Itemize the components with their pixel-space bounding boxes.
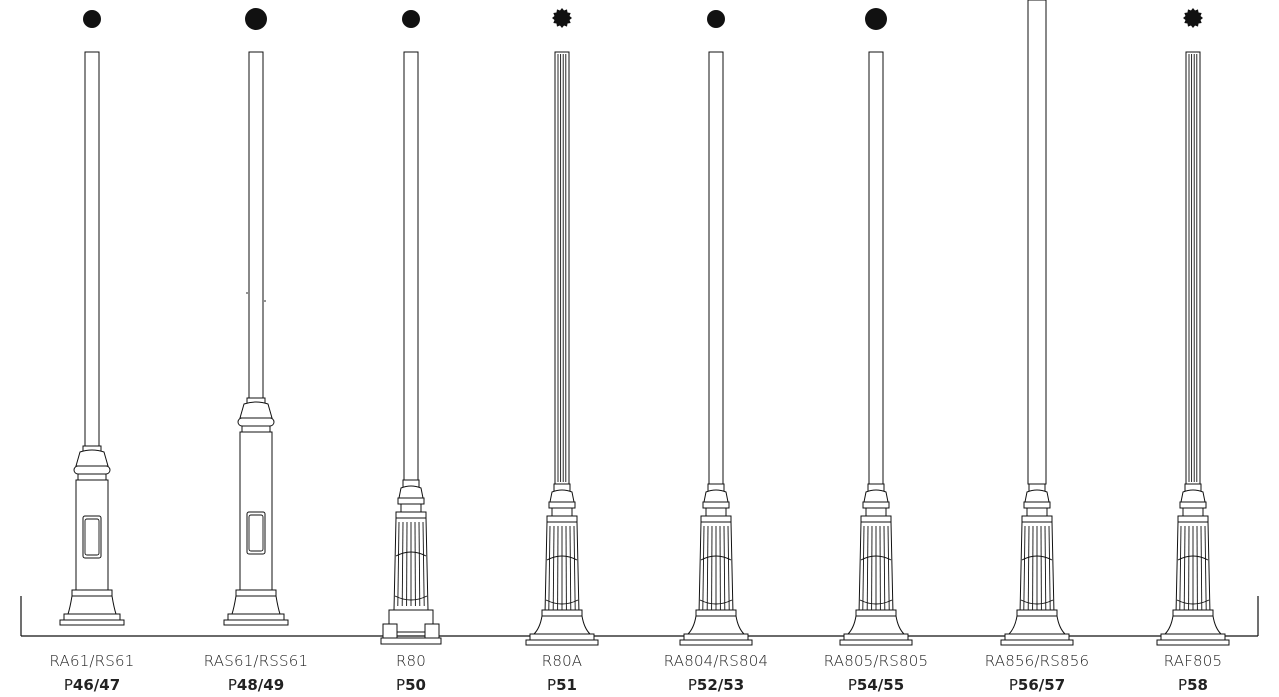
round-section-icon: [707, 10, 725, 28]
page-reference: P50: [396, 676, 426, 694]
page-reference: P51: [547, 676, 577, 694]
fluted-section-icon: [552, 8, 572, 28]
round-section-icon: [402, 10, 420, 28]
pole-drawing: [380, 10, 442, 645]
pole-model-label: RA61/RS61: [49, 652, 135, 670]
round-section-icon: [83, 10, 101, 28]
page-reference: P52/53: [687, 676, 745, 694]
page-reference: P56/57: [1008, 676, 1066, 694]
pole-drawing: [525, 8, 599, 646]
pole-model-label: R80A: [541, 652, 583, 670]
pole-model-label: R80: [395, 652, 427, 670]
pole-model-label: RA856/RS856: [984, 652, 1090, 670]
page-reference: P58: [1178, 676, 1208, 694]
round-section-icon: [865, 8, 887, 30]
page-reference: P46/47: [63, 676, 121, 694]
pole-model-label: RA804/RS804: [663, 652, 769, 670]
pole-drawing: [839, 8, 913, 646]
page-reference: P48/49: [227, 676, 285, 694]
pole-drawing: [1156, 8, 1230, 646]
pole-model-label: RA805/RS805: [823, 652, 929, 670]
page-reference: P54/55: [847, 676, 905, 694]
round-section-icon: [245, 8, 267, 30]
ground-line: [20, 596, 1259, 637]
pole-drawing: [679, 10, 753, 646]
pole-model-label: RAF805: [1163, 652, 1223, 670]
pole-drawing: [59, 10, 125, 626]
pole-drawing: [1000, 0, 1074, 646]
pole-drawing: [223, 8, 289, 626]
fluted-section-icon: [1183, 8, 1203, 28]
pole-model-label: RAS61/RSS61: [203, 652, 309, 670]
